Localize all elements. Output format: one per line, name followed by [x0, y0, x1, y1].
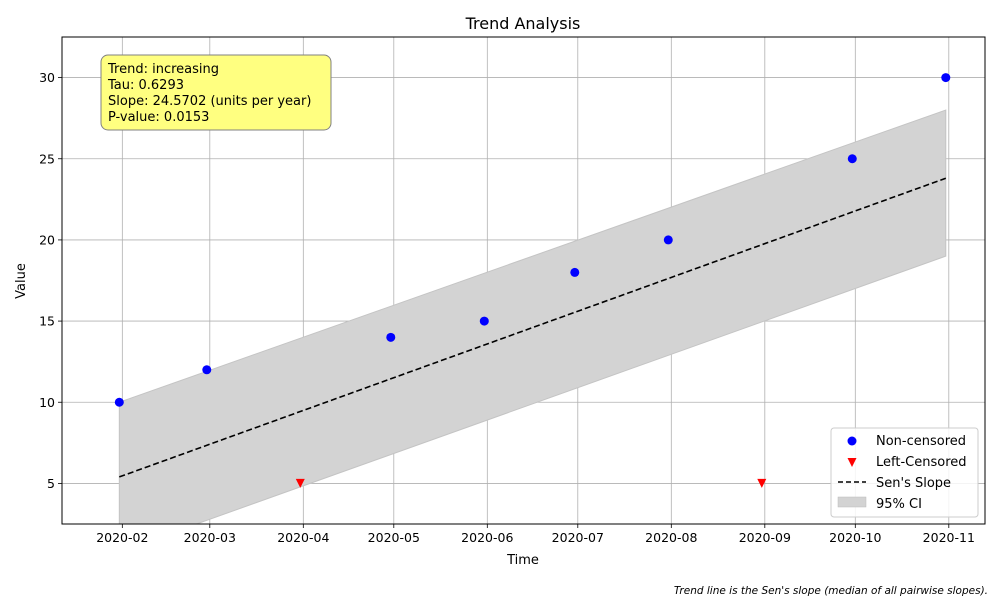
legend-label-left-censored: Left-Censored [876, 455, 967, 470]
legend-marker-left-censored [847, 458, 857, 467]
legend-label-ci: 95% CI [876, 497, 922, 512]
confidence-band-layer [118, 109, 947, 524]
x-tick-label: 2020-02 [96, 530, 148, 545]
legend-marker-non-censored [847, 436, 857, 446]
chart-title: Trend Analysis [465, 14, 581, 33]
x-tick-label: 2020-11 [923, 530, 975, 545]
y-axis: 5 10 15 20 25 30 [39, 70, 62, 491]
x-tick-label: 2020-07 [552, 530, 604, 545]
x-axis: 2020-02 2020-03 2020-04 2020-05 2020-06 2020-… [96, 524, 975, 545]
sens-slope-line [119, 177, 947, 478]
x-tick-label: 2020-06 [461, 530, 513, 545]
non-censored-point [941, 73, 951, 83]
stats-line-pvalue: P-value: 0.0153 [108, 110, 209, 125]
non-censored-point [847, 154, 857, 164]
footnote: Trend line is the Sen's slope (median of… [674, 585, 988, 597]
legend-label-non-censored: Non-censored [876, 434, 966, 449]
stats-line-tau: Tau: 0.6293 [107, 78, 184, 93]
legend-frame [830, 427, 979, 518]
y-tick-label: 15 [39, 314, 55, 329]
x-tick-label: 2020-03 [184, 530, 236, 545]
legend: Non-censored Left-Censored Sen's Slope 9… [830, 427, 979, 518]
left-censored-point [757, 478, 767, 488]
non-censored-point [114, 397, 124, 407]
trend-line-layer [119, 177, 947, 478]
x-axis-title: Time [506, 553, 539, 568]
confidence-band [118, 109, 947, 524]
non-censored-point [663, 235, 673, 245]
stats-box: Trend: increasing Tau: 0.6293 Slope: 24.… [100, 54, 332, 131]
non-censored-point [570, 267, 580, 277]
non-censored-point [479, 316, 489, 326]
y-tick-label: 20 [39, 232, 55, 247]
y-axis-title: Value [14, 263, 29, 299]
x-tick-label: 2020-08 [645, 530, 697, 545]
stats-box-background [100, 54, 332, 131]
y-tick-label: 10 [39, 395, 55, 410]
x-tick-label: 2020-09 [739, 530, 791, 545]
x-tick-label: 2020-10 [829, 530, 881, 545]
y-tick-label: 5 [47, 476, 55, 491]
stats-line-trend: Trend: increasing [107, 62, 219, 77]
y-tick-label: 25 [39, 151, 55, 166]
legend-marker-ci [837, 496, 867, 508]
data-points-layer [114, 73, 951, 488]
stats-line-slope: Slope: 24.5702 (units per year) [108, 94, 311, 109]
left-censored-point [295, 478, 305, 488]
non-censored-point [202, 365, 212, 375]
y-tick-label: 30 [39, 70, 55, 85]
non-censored-point [386, 332, 396, 342]
legend-label-sens-slope: Sen's Slope [876, 476, 951, 491]
plot-frame [61, 36, 986, 525]
x-tick-label: 2020-05 [368, 530, 420, 545]
x-tick-label: 2020-04 [277, 530, 329, 545]
